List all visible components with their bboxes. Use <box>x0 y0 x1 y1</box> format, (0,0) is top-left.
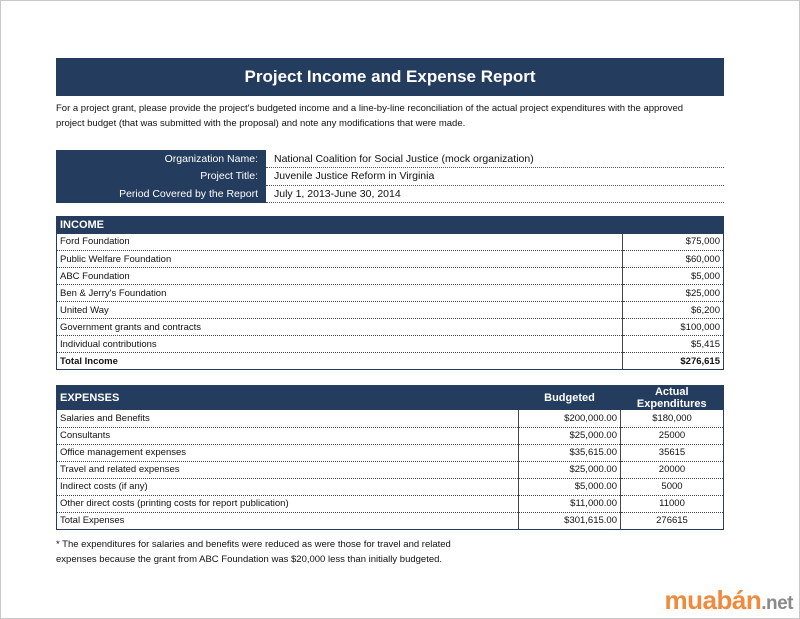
expense-item: Indirect costs (if any) <box>56 478 519 496</box>
expense-budgeted: $25,000.00 <box>518 461 621 479</box>
expenses-table: EXPENSES Budgeted Actual Expenditures Salar… <box>56 385 724 530</box>
expenses-header: EXPENSES Budgeted Actual Expenditures <box>56 385 724 410</box>
income-source: United Way <box>56 301 623 319</box>
income-source: ABC Foundation <box>56 267 623 285</box>
expense-budgeted: $5,000.00 <box>518 478 621 496</box>
expenses-header-cell: Budgeted <box>544 392 595 404</box>
report-title: Project Income and Expense Report <box>56 58 724 96</box>
watermark-brand: muabán <box>664 585 762 615</box>
income-header-label: INCOME <box>60 219 104 232</box>
expense-budgeted: $301,615.00 <box>518 512 621 530</box>
expense-budgeted: $200,000.00 <box>518 410 621 428</box>
watermark-tld: .net <box>761 593 793 614</box>
intro-line: project budget (that was submitted with … <box>56 118 466 129</box>
info-value: July 1, 2013-June 30, 2014 <box>266 185 724 203</box>
expense-actual: 5000 <box>620 478 724 496</box>
expense-item: Travel and related expenses <box>56 461 519 479</box>
expense-budgeted: $35,615.00 <box>518 444 621 462</box>
income-source: Government grants and contracts <box>56 318 623 336</box>
expense-actual: 276615 <box>620 512 724 530</box>
income-row: ABC Foundation $5,000 <box>56 267 724 285</box>
expense-item: Total Expenses <box>56 512 519 530</box>
expense-row: Indirect costs (if any) $5,000.00 5000 <box>56 478 724 496</box>
watermark: muabán.net <box>664 585 794 616</box>
income-row: Ford Foundation $75,000 <box>56 233 724 251</box>
expense-actual: 35615 <box>620 444 724 462</box>
info-value: Juvenile Justice Reform in Virginia <box>266 167 724 186</box>
expense-item: Other direct costs (printing costs for r… <box>56 495 519 513</box>
expense-budgeted: $25,000.00 <box>518 427 621 445</box>
expense-row: Consultants $25,000.00 25000 <box>56 427 724 445</box>
income-amount: $60,000 <box>622 250 724 268</box>
info-row: Project Title: Juvenile Justice Reform in… <box>56 167 724 186</box>
info-value: National Coalition for Social Justice (m… <box>266 150 724 168</box>
footnote: * The expenditures for salaries and bene… <box>56 537 451 567</box>
expense-actual: 20000 <box>620 461 724 479</box>
income-total: Total Income $276,615 <box>56 352 724 370</box>
income-amount: $5,000 <box>622 267 724 285</box>
income-amount: $6,200 <box>622 301 724 319</box>
expense-budgeted: $11,000.00 <box>518 495 621 513</box>
income-row: Government grants and contracts $100,000 <box>56 318 724 336</box>
income-source: Ford Foundation <box>56 233 623 251</box>
income-amount: $25,000 <box>622 284 724 302</box>
income-total-label: Total Income <box>56 352 623 370</box>
intro-line: For a project grant, please provide the … <box>56 103 684 114</box>
info-table: Organization Name: National Coalition for… <box>56 150 724 203</box>
expenses-total: Total Expenses $301,615.00 276615 <box>56 512 724 530</box>
expenses-header-cell: Actual Expenditures <box>636 386 707 410</box>
expenses-header-cell: EXPENSES <box>60 392 120 404</box>
income-amount: $75,000 <box>622 233 724 251</box>
income-row: United Way $6,200 <box>56 301 724 319</box>
income-amount: $5,415 <box>622 335 724 353</box>
footnote-line: expenses because the grant from ABC Foun… <box>56 554 443 565</box>
expense-row: Office management expenses $35,615.00 3561… <box>56 444 724 462</box>
income-table: INCOME Ford Foundation $75,000 Public Welfa… <box>56 216 724 370</box>
income-header: INCOME <box>56 216 724 234</box>
info-label: Period Covered by the Report <box>56 185 266 203</box>
income-source: Ben & Jerry's Foundation <box>56 284 623 302</box>
expense-actual: $180,000 <box>620 410 724 428</box>
expense-actual: 11000 <box>620 495 724 513</box>
income-source: Public Welfare Foundation <box>56 250 623 268</box>
income-row: Public Welfare Foundation $60,000 <box>56 250 724 268</box>
info-label: Organization Name: <box>56 150 266 168</box>
intro: For a project grant, please provide the … <box>56 101 683 131</box>
info-label: Project Title: <box>56 167 266 185</box>
income-amount: $100,000 <box>622 318 724 336</box>
expense-row: Other direct costs (printing costs for r… <box>56 495 724 513</box>
footnote-line: * The expenditures for salaries and bene… <box>56 539 451 550</box>
info-row: Period Covered by the Report July 1, 2013… <box>56 185 724 203</box>
income-row: Ben & Jerry's Foundation $25,000 <box>56 284 724 302</box>
income-row: Individual contributions $5,415 <box>56 335 724 353</box>
income-source: Individual contributions <box>56 335 623 353</box>
expense-row: Salaries and Benefits $200,000.00 $180,000 <box>56 410 724 428</box>
expense-item: Salaries and Benefits <box>56 410 519 428</box>
expense-item: Consultants <box>56 427 519 445</box>
expense-item: Office management expenses <box>56 444 519 462</box>
expense-row: Travel and related expenses $25,000.00 200… <box>56 461 724 479</box>
expense-actual: 25000 <box>620 427 724 445</box>
info-row: Organization Name: National Coalition for… <box>56 150 724 168</box>
income-total-amount: $276,615 <box>622 352 724 370</box>
